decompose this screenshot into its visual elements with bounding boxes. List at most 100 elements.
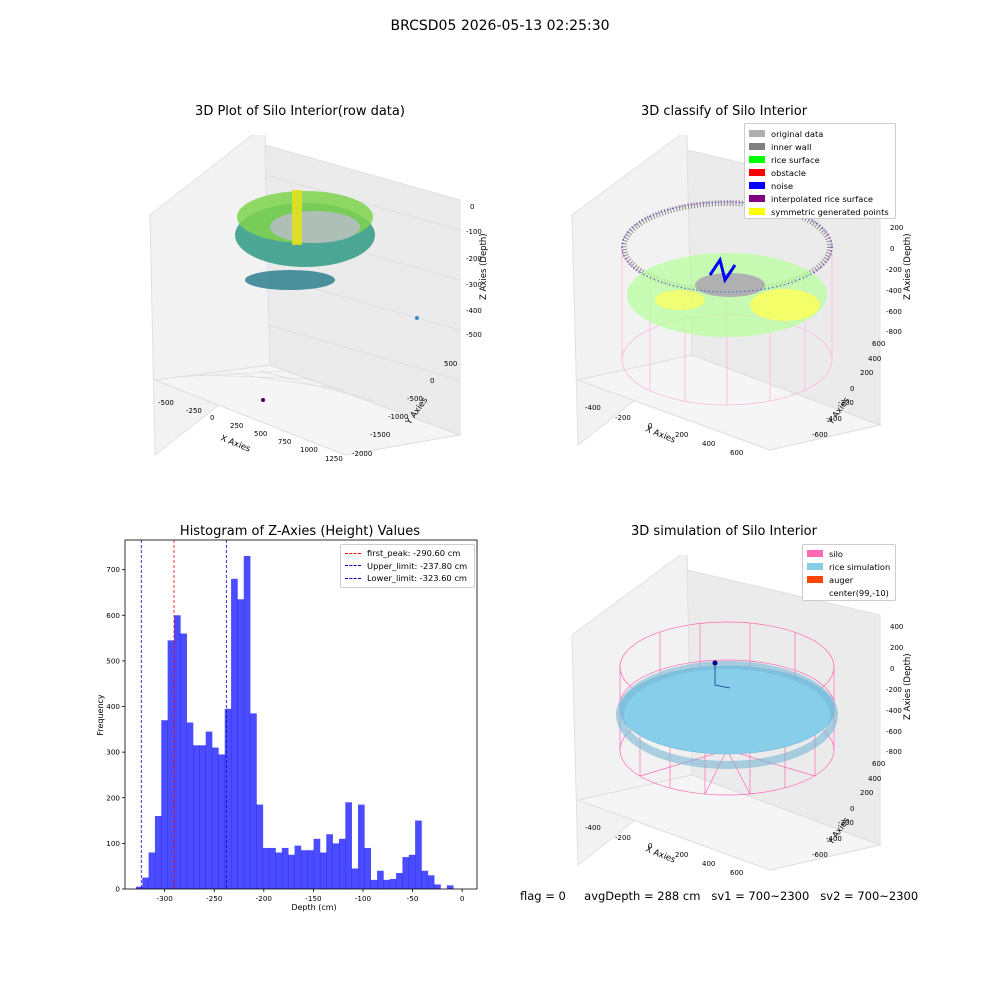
histogram-bar [231, 578, 238, 889]
classify-legend-label: symmetric generated points [771, 206, 889, 217]
histogram-xtick-label: -200 [256, 894, 273, 903]
simulation-legend-label: rice simulation [829, 561, 891, 572]
figure-title: BRCSD05 2026-05-13 02:25:30 [390, 18, 610, 34]
classify-ytick: 200 [860, 369, 873, 377]
histogram-xtick-label: 0 [460, 894, 465, 903]
histogram-bar [364, 847, 372, 889]
histogram-bar [313, 838, 321, 889]
histogram-yticks: 0 100 200 300 400 500 600 700 [106, 565, 125, 894]
histogram-bar [288, 854, 295, 889]
classify-legend: original data inner wall rice surface obsta… [744, 123, 896, 219]
classify-ytick: 400 [868, 355, 881, 363]
raw-plot-title: 3D Plot of Silo Interior(row data) [195, 104, 405, 119]
raw-ztick: -300 [466, 281, 482, 289]
raw-cloud-bottom [245, 270, 335, 290]
simulation-xlabel: X Axies [644, 845, 677, 866]
simulation-auger [714, 665, 731, 689]
histogram-bar [389, 878, 397, 889]
classify-noise [708, 256, 737, 284]
simulation-pane-floor [576, 774, 882, 871]
histogram-legend-entry: Lower_limit: -323.60 cm [345, 572, 470, 585]
simulation-center-marker [712, 660, 718, 666]
classify-legend-swatch [749, 208, 765, 215]
histogram-bar [345, 802, 352, 889]
classify-xtick: 0 [648, 422, 652, 430]
simulation-legend-label: silo [829, 548, 844, 559]
simulation-legend-entry: silo [807, 547, 891, 560]
raw-cloud-peak [292, 190, 302, 245]
histogram-title: Histogram of Z-Axies (Height) Values [179, 524, 421, 539]
classify-legend-swatch [749, 182, 765, 189]
histogram-bar [250, 713, 257, 889]
raw-xtick: -500 [158, 399, 174, 407]
simulation-ztick: 200 [890, 644, 903, 652]
classify-ztick: -800 [886, 328, 902, 336]
histogram-xtick-label: -250 [206, 894, 223, 903]
raw-xtick: 1000 [300, 446, 318, 454]
avg-depth-value: avgDepth = 288 cm [584, 889, 701, 903]
simulation-ytick: -200 [838, 819, 854, 827]
raw-ztick: -100 [466, 228, 482, 236]
histogram-legend-entry: first_peak: -290.60 cm [345, 547, 470, 560]
raw-xtick: 500 [254, 430, 267, 438]
classify-legend-swatch [749, 143, 765, 150]
simulation-ztick: -600 [886, 728, 902, 736]
histogram-bar [427, 875, 435, 889]
raw-ztick: -500 [466, 331, 482, 339]
histogram-bar [275, 852, 283, 889]
simulation-legend-swatch [807, 550, 823, 557]
histogram-bar [243, 555, 251, 889]
histogram-xlabel: Depth (cm) [291, 903, 336, 912]
histogram-xtick-label: -100 [355, 894, 372, 903]
classify-xtick: -200 [615, 414, 631, 422]
simulation-ytick: 400 [868, 775, 881, 783]
classify-xtick: 600 [730, 449, 743, 457]
classify-legend-label: interpolated rice surface [771, 193, 874, 204]
histogram-ytick-label: 100 [106, 839, 120, 848]
classify-xtick: -400 [585, 404, 601, 412]
classify-noise-ring [621, 201, 833, 293]
simulation-rice-edge [616, 661, 838, 769]
simulation-legend-entry: auger [807, 573, 891, 586]
simulation-3d-plot: -400 -200 0 200 400 600 -600 -400 -200 0… [571, 555, 913, 877]
histogram-bar [421, 870, 429, 889]
classify-ytick: 0 [850, 385, 854, 393]
raw-outlier-2 [261, 398, 265, 402]
raw-outlier-1 [415, 316, 419, 320]
simulation-ztick: -200 [886, 686, 902, 694]
raw-ztick: 0 [470, 203, 474, 211]
classify-ytick: 600 [872, 340, 885, 348]
raw-pane-floor [153, 364, 462, 456]
classify-symmetric-points [750, 289, 820, 321]
simulation-xtick: -200 [615, 834, 631, 842]
histogram-bar [161, 720, 168, 889]
simulation-xtick: -400 [585, 824, 601, 832]
classify-legend-swatch [749, 130, 765, 137]
raw-xtick: 750 [278, 438, 291, 446]
histogram-bar [402, 857, 410, 889]
histogram-bar [446, 885, 454, 889]
raw-ytick: -1000 [388, 413, 408, 421]
histogram-bar [434, 884, 441, 889]
histogram-chart: -300 -250 -200 -150 -100 -50 0 0 100 200 300 400 50… [96, 539, 478, 912]
histogram-ytick-label: 200 [106, 793, 120, 802]
simulation-ztick: 0 [890, 665, 894, 673]
classify-legend-swatch [749, 195, 765, 202]
histogram-xtick-label: -300 [157, 894, 174, 903]
classify-legend-entry: original data [749, 127, 891, 140]
status-footer: flag = 0 avgDepth = 288 cm sv1 = 700~230… [520, 889, 918, 903]
raw-xtick: -250 [186, 407, 202, 415]
histogram-bar [351, 868, 359, 889]
simulation-zlabel: Z Axies (Depth) [903, 653, 913, 720]
histogram-bar [370, 879, 378, 889]
histogram-legend-entry: Upper_limit: -237.80 cm [345, 560, 470, 573]
classify-pane-floor [576, 354, 882, 451]
histogram-legend-label: Upper_limit: -237.80 cm [367, 560, 468, 571]
histogram-legend: first_peak: -290.60 cm Upper_limit: -237.… [340, 544, 475, 588]
histogram-bar [281, 847, 289, 889]
flag-value: flag = 0 [520, 889, 566, 903]
simulation-ztick: 400 [890, 623, 903, 631]
histogram-bar [237, 599, 245, 889]
histogram-bar [319, 852, 327, 889]
histogram-bars [135, 555, 454, 889]
